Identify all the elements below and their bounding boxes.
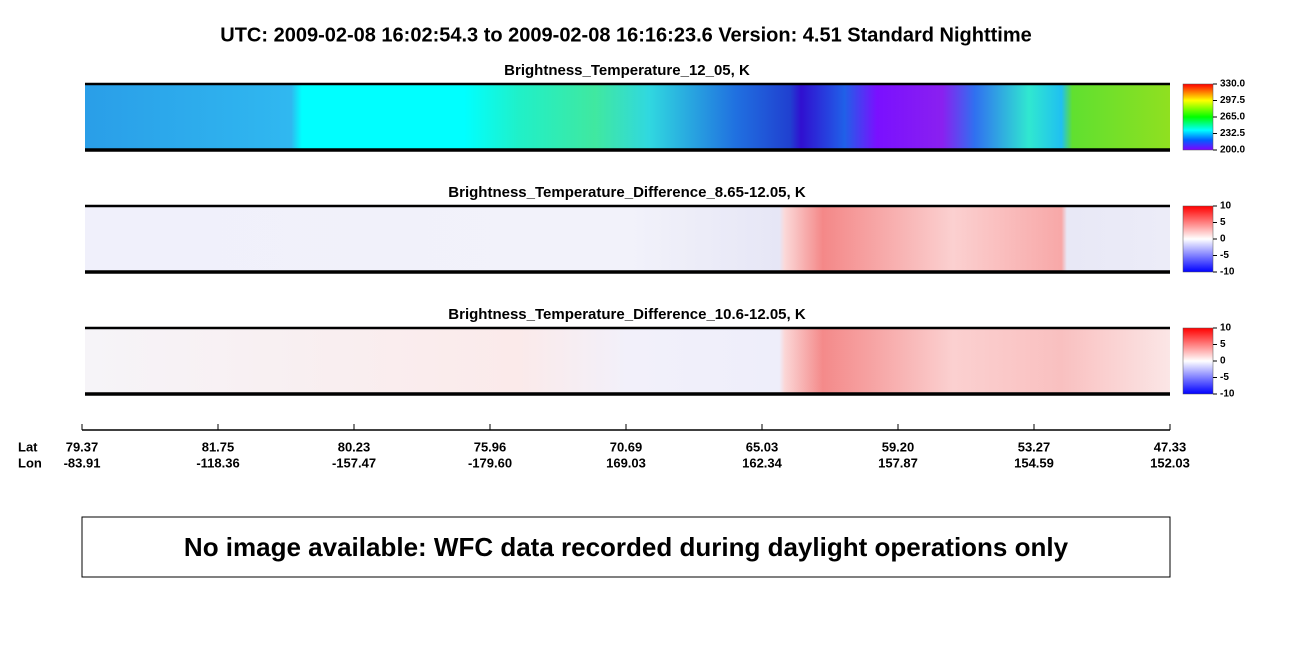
colorbar-label: 200.0 xyxy=(1220,145,1245,156)
lon-value: 157.87 xyxy=(878,455,918,470)
panel-title: Brightness_Temperature_Difference_10.6-1… xyxy=(448,306,806,323)
lat-value: 81.75 xyxy=(202,439,235,454)
colorbar-label: -10 xyxy=(1220,267,1235,278)
colorbar-label: -5 xyxy=(1220,250,1229,261)
lon-value: -118.36 xyxy=(196,455,239,470)
lon-value: -157.47 xyxy=(332,455,376,470)
message-box xyxy=(81,516,1171,578)
image-strip xyxy=(85,328,1170,394)
colorbar-label: 10 xyxy=(1220,323,1232,334)
colorbar-label: -5 xyxy=(1220,372,1229,383)
colorbar xyxy=(1182,327,1214,395)
colorbar-label: 5 xyxy=(1220,339,1226,350)
title: UTC: 2009-02-08 16:02:54.3 to 2009-02-08… xyxy=(220,24,1031,46)
lon-value: 154.59 xyxy=(1014,455,1054,470)
image-strip xyxy=(85,206,1170,272)
colorbar-label: 232.5 xyxy=(1220,128,1245,139)
lon-value: 152.03 xyxy=(1150,455,1190,470)
image-strip xyxy=(85,84,1170,150)
panel-title: Brightness_Temperature_Difference_8.65-1… xyxy=(448,184,806,201)
panels: Brightness_Temperature_12_05, K 330.0 297.… xyxy=(85,62,1245,400)
lon-value: 162.34 xyxy=(742,455,783,470)
colorbar-label: -10 xyxy=(1220,389,1235,400)
colorbar xyxy=(1182,205,1214,273)
lat-value: 70.69 xyxy=(610,439,643,454)
lat-value: 65.03 xyxy=(746,439,779,454)
lon-value: 169.03 xyxy=(606,455,646,470)
lon-label: Lon xyxy=(18,455,42,470)
lat-value: 75.96 xyxy=(474,439,507,454)
lat-value: 59.20 xyxy=(882,439,915,454)
colorbar xyxy=(1182,83,1214,151)
colorbar-label: 330.0 xyxy=(1220,79,1245,90)
lat-label: Lat xyxy=(18,439,38,454)
message: No image available: WFC data recorded du… xyxy=(184,532,1069,562)
colorbar-label: 10 xyxy=(1220,201,1232,212)
colorbar-label: 297.5 xyxy=(1220,95,1245,106)
lat-value: 47.33 xyxy=(1154,439,1187,454)
panel-title: Brightness_Temperature_12_05, K xyxy=(504,62,750,79)
colorbar-label: 0 xyxy=(1220,234,1226,245)
lon-value: -179.60 xyxy=(468,455,512,470)
colorbar-label: 265.0 xyxy=(1220,112,1245,123)
lat-value: 80.23 xyxy=(338,439,371,454)
colorbar-label: 5 xyxy=(1220,217,1226,228)
colorbar-label: 0 xyxy=(1220,356,1226,367)
lon-value: -83.91 xyxy=(64,455,101,470)
lat-value: 53.27 xyxy=(1018,439,1051,454)
lat-value: 79.37 xyxy=(66,439,99,454)
